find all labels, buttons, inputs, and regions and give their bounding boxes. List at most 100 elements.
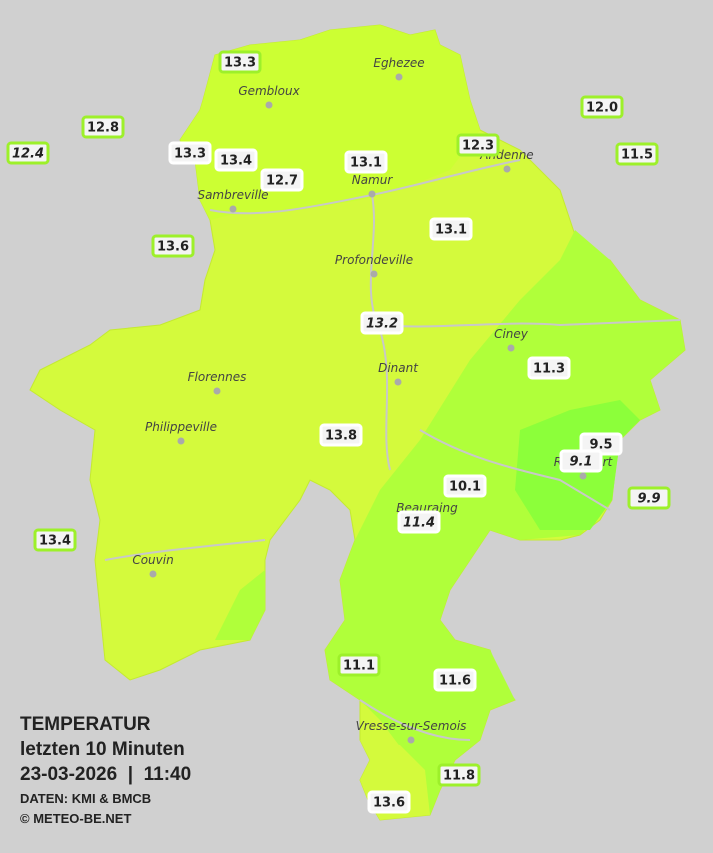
station: 13.3: [218, 50, 262, 74]
station: 11.4: [397, 510, 441, 534]
station-box: [527, 356, 571, 380]
station: 13.1: [344, 150, 388, 174]
station-temp: 11.6: [439, 674, 471, 689]
station-box: [260, 168, 304, 192]
station-box: [81, 115, 125, 139]
datetime: 23-03-2026 | 11:40: [20, 764, 191, 785]
city-label: Sambreville: [197, 188, 268, 202]
station-box: [580, 95, 624, 119]
station-box: [151, 234, 195, 258]
station-temp: 13.6: [373, 796, 405, 811]
station: 13.1: [429, 217, 473, 241]
station: 11.6: [433, 668, 477, 692]
station: 10.1: [443, 474, 487, 498]
station-temp: 11.5: [621, 148, 653, 163]
station: 11.5: [615, 142, 659, 166]
city-dot: [395, 73, 403, 81]
city-dot: [265, 101, 273, 109]
station: 11.1: [337, 653, 381, 677]
station-temp: 9.5: [589, 438, 612, 453]
station-box: [6, 141, 50, 165]
south-west-zone: [215, 570, 265, 640]
station-temp: 11.1: [343, 659, 375, 674]
station-temp: 12.0: [586, 101, 618, 116]
city-dot: [177, 437, 185, 445]
station-temp: 11.8: [443, 769, 475, 784]
station-temp: 9.1: [569, 455, 592, 470]
station-box: [559, 449, 603, 473]
source: DATEN: KMI & BMCB: [20, 791, 151, 806]
city-dot: [368, 190, 376, 198]
station: 13.4: [33, 528, 77, 552]
city-label: Vresse-sur-Semois: [356, 719, 467, 733]
station: 13.2: [360, 311, 404, 335]
city-label: Ciney: [494, 327, 529, 341]
city-dot: [394, 378, 402, 386]
station-temp: 9.9: [637, 492, 660, 507]
station: 13.8: [319, 423, 363, 447]
station-box: [627, 486, 671, 510]
station-temp: 12.7: [266, 174, 298, 189]
city-dot: [149, 570, 157, 578]
station: 11.3: [527, 356, 571, 380]
station-temp: 12.4: [12, 147, 44, 162]
station-temp: 12.3: [462, 139, 494, 154]
city-dot: [213, 387, 221, 395]
station-box: [360, 311, 404, 335]
city-dot: [579, 472, 587, 480]
station-box: [214, 148, 258, 172]
green-zone: [325, 230, 685, 815]
station-box: [33, 528, 77, 552]
city-label: Eghezee: [373, 56, 424, 70]
station-temp: 11.3: [533, 362, 565, 377]
city-dot: [229, 205, 237, 213]
station-temp: 12.8: [87, 121, 119, 136]
station-box: [443, 474, 487, 498]
station: 9.1: [559, 449, 603, 473]
station-box: [437, 763, 481, 787]
station-box: [337, 653, 381, 677]
station-temp: 13.4: [39, 534, 71, 549]
station-temp: 13.1: [350, 156, 382, 171]
city-label: Profondeville: [335, 253, 413, 267]
station-temp: 13.8: [325, 429, 357, 444]
station-box: [615, 142, 659, 166]
station-temp: 13.3: [224, 56, 256, 71]
station-box: [429, 217, 473, 241]
station-temp: 13.1: [435, 223, 467, 238]
station-temp: 10.1: [449, 480, 481, 495]
city-dot: [503, 165, 511, 173]
station: 12.0: [580, 95, 624, 119]
station: 13.6: [151, 234, 195, 258]
city-dot: [370, 270, 378, 278]
north-zone: [180, 25, 480, 220]
station: 12.3: [456, 133, 500, 157]
station-temp: 13.3: [174, 147, 206, 162]
station-box: [168, 141, 212, 165]
station: 13.3: [168, 141, 212, 165]
station-box: [344, 150, 388, 174]
station-box: [367, 790, 411, 814]
period: letzten 10 Minuten: [20, 739, 185, 760]
station-temp: 11.4: [403, 516, 435, 531]
city-label: Gembloux: [238, 84, 300, 98]
station: 13.6: [367, 790, 411, 814]
city-label: Dinant: [378, 361, 419, 375]
city-dot: [507, 344, 515, 352]
station: 12.4: [6, 141, 50, 165]
station-box: [456, 133, 500, 157]
station-temp: 13.6: [157, 240, 189, 255]
city-label: Florennes: [188, 370, 247, 384]
station-box: [319, 423, 363, 447]
station: 9.9: [627, 486, 671, 510]
city-label: Couvin: [132, 553, 173, 567]
station-temp: 13.4: [220, 154, 252, 169]
city-label: Namur: [352, 173, 394, 187]
station-box: [397, 510, 441, 534]
station-temp: 13.2: [366, 317, 398, 332]
city-dot: [407, 736, 415, 744]
station: 11.8: [437, 763, 481, 787]
station-box: [433, 668, 477, 692]
copyright: © METEO-BE.NET: [20, 811, 131, 826]
